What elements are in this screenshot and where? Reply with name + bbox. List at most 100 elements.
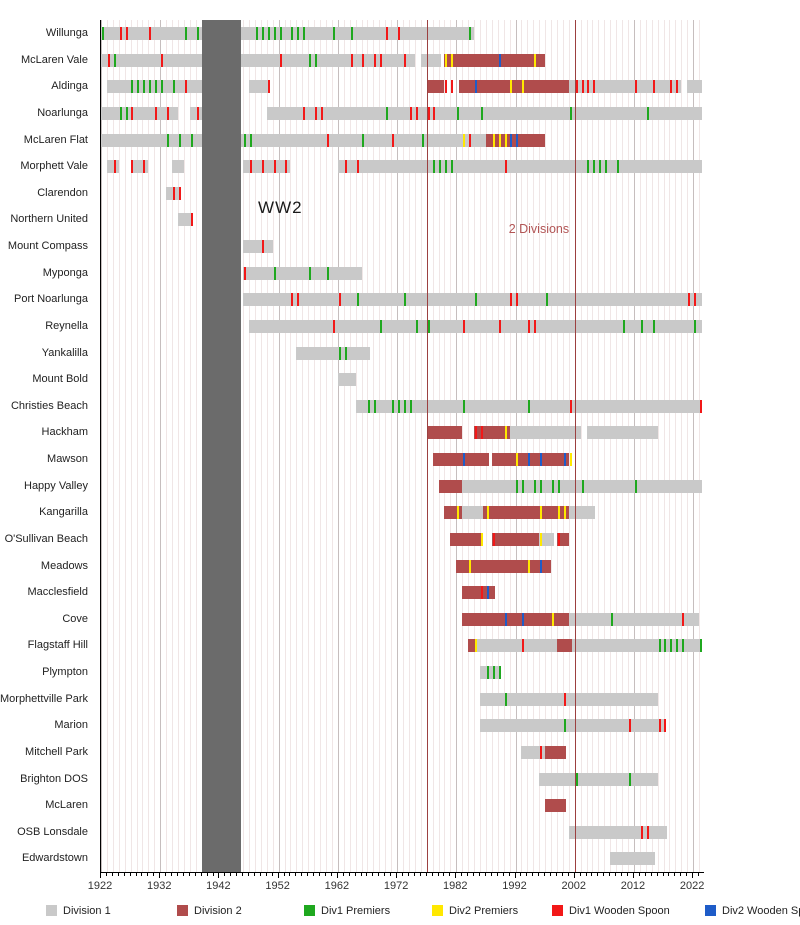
event-tick-div1-wooden-spoon (107, 53, 110, 67)
axis-tick (218, 873, 220, 878)
club-row (101, 20, 705, 47)
event-tick-div1-premiers (646, 106, 649, 120)
axis-tick-label: 1972 (383, 880, 409, 892)
legend-label: Div2 Premiers (449, 905, 519, 917)
club-label: Clarendon (37, 186, 88, 199)
gridline-year (367, 20, 369, 872)
event-tick-div1-premiers (670, 639, 673, 653)
gridline-decade (397, 20, 399, 872)
gridline-year (474, 20, 476, 872)
event-tick-div1-premiers (551, 479, 554, 493)
event-tick-div1-wooden-spoon (374, 53, 377, 67)
axis-tick (366, 873, 368, 876)
event-tick-div1-premiers (403, 293, 406, 307)
event-tick-div1-wooden-spoon (433, 106, 436, 120)
gridline-year (148, 20, 150, 872)
event-tick-div2-premiers (463, 133, 466, 147)
gridline-year (136, 20, 138, 872)
axis-tick (484, 873, 486, 876)
event-tick-div2-premiers (522, 80, 525, 94)
axis-tick (111, 873, 113, 876)
axis-tick (627, 873, 629, 876)
axis-tick (419, 873, 421, 876)
division1-segment (610, 852, 655, 866)
event-tick-div1-wooden-spoon (178, 186, 181, 200)
legend-label: Div2 Wooden Spoon (722, 905, 800, 917)
event-tick-div1-wooden-spoon (587, 80, 590, 94)
event-tick-div1-premiers (392, 399, 395, 413)
event-tick-div1-premiers (297, 27, 300, 40)
gridline-year (130, 20, 132, 872)
gridline-year (189, 20, 191, 872)
club-label: Brighton DOS (20, 772, 88, 785)
event-tick-div1-wooden-spoon (362, 53, 365, 67)
legend-label: Div1 Wooden Spoon (569, 905, 670, 917)
event-tick-div1-wooden-spoon (190, 213, 193, 227)
event-tick-div1-premiers (451, 160, 454, 174)
event-tick-div1-premiers (315, 53, 318, 67)
division1-segment (462, 506, 483, 520)
event-tick-div1-wooden-spoon (646, 825, 649, 839)
club-row (101, 153, 705, 180)
event-tick-div1-wooden-spoon (463, 319, 466, 333)
event-tick-div2-wooden-spoon (486, 586, 489, 600)
divisions-era-line (574, 20, 576, 872)
event-tick-div1-premiers (486, 666, 489, 679)
event-tick-div1-premiers (178, 133, 181, 147)
axis-tick (319, 873, 321, 876)
club-label: Morphett Vale (20, 160, 88, 173)
gridline-year (183, 20, 185, 872)
club-label: Happy Valley (24, 479, 88, 492)
event-tick-div1-premiers (492, 666, 495, 679)
legend-label: Division 1 (63, 905, 111, 917)
gridline-decade (101, 20, 102, 872)
club-row (101, 579, 705, 606)
gridline-year (604, 20, 606, 872)
axis-tick (638, 873, 640, 876)
division2-segment (450, 532, 483, 546)
event-tick-div2-premiers (492, 133, 495, 147)
gridline-year (699, 20, 701, 872)
axis-tick (259, 873, 261, 876)
gridline-year (379, 20, 381, 872)
event-tick-div1-wooden-spoon (699, 399, 702, 413)
gridline-year (438, 20, 440, 872)
division1-segment (266, 106, 703, 120)
gridline-year (622, 20, 624, 872)
divisions-era-line (426, 20, 428, 872)
event-tick-div2-wooden-spoon (510, 133, 513, 147)
event-tick-div1-premiers (516, 479, 519, 493)
event-tick-div2-premiers (551, 612, 554, 626)
axis-tick (342, 873, 344, 876)
event-tick-div1-wooden-spoon (569, 399, 572, 413)
axis-tick (698, 873, 700, 876)
event-tick-div2-wooden-spoon (522, 612, 525, 626)
gridline-year (521, 20, 523, 872)
division1-segment (568, 80, 682, 94)
event-tick-div1-premiers (617, 160, 620, 174)
event-tick-div2-wooden-spoon (563, 453, 566, 466)
division1-segment (337, 160, 703, 174)
gridline-year (545, 20, 547, 872)
gridline-year (450, 20, 452, 872)
gridline-year (562, 20, 564, 872)
event-tick-div2-wooden-spoon (474, 80, 477, 94)
gridline-decade (693, 20, 695, 872)
axis-tick (437, 873, 439, 876)
event-tick-div1-premiers (409, 399, 412, 413)
club-label: Myponga (42, 266, 88, 279)
axis-tick (313, 873, 315, 876)
event-tick-div1-premiers (634, 479, 637, 493)
event-tick-div1-wooden-spoon (143, 160, 146, 174)
legend-swatch-d2 (177, 905, 188, 916)
club-row (101, 739, 705, 766)
gridline-year (414, 20, 416, 872)
event-tick-div2-wooden-spoon (540, 453, 543, 466)
event-tick-div1-premiers (113, 53, 116, 67)
event-tick-div1-premiers (540, 479, 543, 493)
gridline-decade (278, 20, 280, 872)
event-tick-div1-premiers (190, 133, 193, 147)
club-label: Port Noarlunga (14, 293, 88, 306)
axis-tick (265, 873, 267, 876)
event-tick-div1-wooden-spoon (492, 532, 495, 546)
